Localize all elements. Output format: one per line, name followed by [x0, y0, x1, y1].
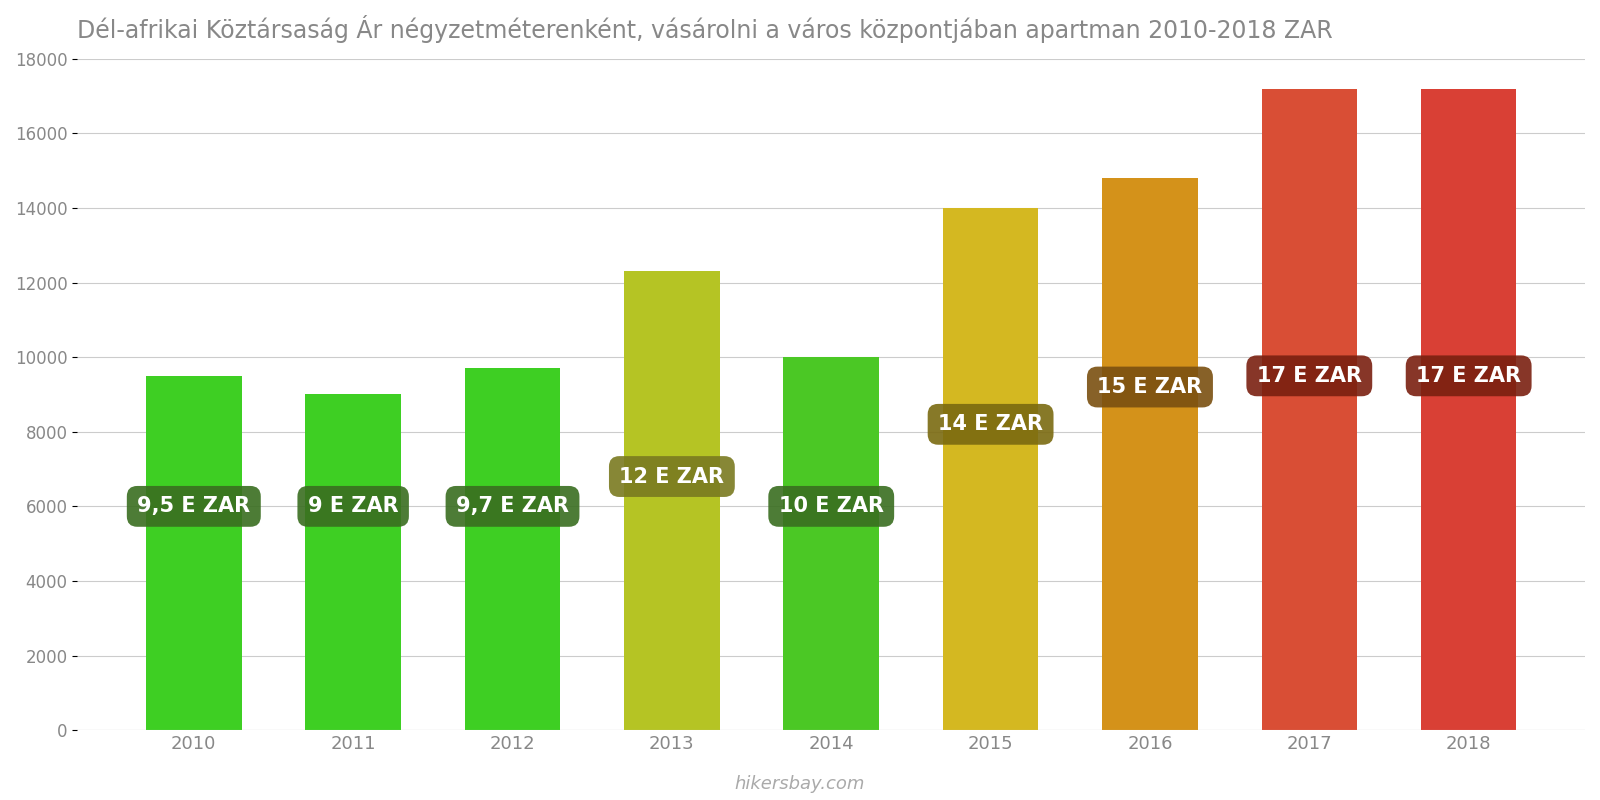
- Text: 9,5 E ZAR: 9,5 E ZAR: [138, 496, 250, 516]
- Bar: [942, 208, 1038, 730]
- Text: 10 E ZAR: 10 E ZAR: [779, 496, 883, 516]
- Text: 12 E ZAR: 12 E ZAR: [619, 466, 725, 486]
- Text: Dél-afrikai Köztársaság Ár négyzetméterenként, vásárolni a város központjában ap: Dél-afrikai Köztársaság Ár négyzetmétere…: [77, 15, 1333, 43]
- Bar: [784, 357, 878, 730]
- Bar: [146, 376, 242, 730]
- Text: 9 E ZAR: 9 E ZAR: [307, 496, 398, 516]
- Bar: [624, 271, 720, 730]
- Bar: [1261, 89, 1357, 730]
- Text: 9,7 E ZAR: 9,7 E ZAR: [456, 496, 570, 516]
- Text: 14 E ZAR: 14 E ZAR: [938, 414, 1043, 434]
- Bar: [306, 394, 402, 730]
- Text: 15 E ZAR: 15 E ZAR: [1098, 377, 1203, 397]
- Text: 17 E ZAR: 17 E ZAR: [1258, 366, 1362, 386]
- Text: 17 E ZAR: 17 E ZAR: [1416, 366, 1522, 386]
- Text: hikersbay.com: hikersbay.com: [734, 775, 866, 793]
- Bar: [1102, 178, 1198, 730]
- Bar: [464, 368, 560, 730]
- Bar: [1421, 89, 1517, 730]
